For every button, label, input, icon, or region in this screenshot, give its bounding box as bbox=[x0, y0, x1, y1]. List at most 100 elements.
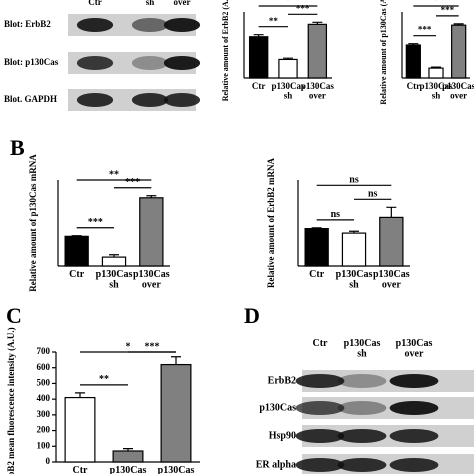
bar bbox=[101, 256, 127, 267]
significance-label: * bbox=[126, 341, 131, 352]
blot-band bbox=[337, 400, 387, 416]
panel-label: B bbox=[10, 135, 25, 160]
significance-label: ** bbox=[269, 16, 279, 26]
y-tick-label: 400 bbox=[37, 393, 51, 403]
blot-band bbox=[163, 17, 201, 33]
significance-label: ns bbox=[349, 175, 359, 186]
error-bar bbox=[431, 66, 441, 69]
error-bar bbox=[312, 21, 323, 25]
blot-background bbox=[302, 370, 474, 392]
lane-label: Ctr bbox=[313, 338, 329, 349]
blot-band bbox=[76, 92, 114, 108]
bar bbox=[341, 232, 367, 267]
error-bar bbox=[386, 206, 397, 218]
bar bbox=[248, 36, 269, 79]
bar bbox=[160, 363, 192, 463]
blot-band bbox=[295, 373, 345, 389]
lane-label: sh bbox=[146, 0, 155, 7]
blot-band bbox=[389, 373, 439, 389]
row-label: Hsp90 bbox=[269, 430, 296, 441]
significance-label: ** bbox=[99, 374, 109, 385]
significance-label: ns bbox=[331, 209, 341, 220]
lane-label: p130Cas over bbox=[396, 338, 433, 360]
error-bar bbox=[453, 23, 464, 26]
bar bbox=[304, 228, 329, 267]
blot-band bbox=[337, 457, 387, 473]
row-label: Blot. GAPDH bbox=[4, 94, 57, 104]
blot-band bbox=[337, 428, 387, 444]
bar bbox=[112, 450, 144, 463]
y-axis-label: Relative amount of ErbB2 (A.U.) bbox=[221, 0, 230, 101]
panel-label: C bbox=[6, 303, 22, 328]
bar bbox=[428, 67, 444, 79]
error-bar bbox=[71, 235, 82, 237]
y-axis-label: Relative amount of p130Cas (A.U.) bbox=[379, 0, 388, 105]
bar bbox=[307, 23, 328, 79]
bar bbox=[139, 197, 164, 267]
panel-label: D bbox=[244, 303, 260, 328]
y-tick-label: 200 bbox=[37, 425, 51, 435]
error-bar bbox=[408, 43, 419, 45]
y-tick-label: 500 bbox=[37, 377, 51, 387]
y-tick-label: 700 bbox=[37, 346, 51, 356]
lane-label: over bbox=[174, 0, 191, 7]
bar bbox=[451, 24, 467, 79]
y-tick-label: 0 bbox=[46, 456, 51, 466]
lane-label: p130Cas sh bbox=[344, 338, 381, 360]
y-axis-label: ErbB2 mean fluorescence intensity (A.U.) bbox=[6, 327, 16, 474]
bar bbox=[64, 235, 89, 267]
significance-label: *** bbox=[441, 5, 455, 15]
x-tick-label: Ctr bbox=[252, 81, 266, 91]
blot-band bbox=[389, 400, 439, 416]
blot-band bbox=[389, 428, 439, 444]
blot-band bbox=[131, 92, 169, 108]
blot-band bbox=[295, 457, 345, 473]
error-bar bbox=[253, 34, 264, 37]
row-label: p130Cas bbox=[259, 402, 296, 413]
significance-label: *** bbox=[145, 341, 160, 352]
significance-label: *** bbox=[296, 3, 310, 13]
blot-band bbox=[389, 457, 439, 473]
significance-label: * bbox=[434, 0, 439, 5]
significance-label: *** bbox=[125, 177, 140, 188]
x-tick-label: Ctr bbox=[73, 465, 89, 474]
blot-band bbox=[76, 55, 114, 71]
error-bar bbox=[283, 57, 293, 60]
bar bbox=[379, 216, 404, 267]
blot-band bbox=[163, 55, 201, 71]
error-bar bbox=[75, 392, 85, 398]
blot-band bbox=[76, 17, 114, 33]
error-bar bbox=[311, 227, 322, 229]
y-tick-label: 100 bbox=[37, 440, 51, 450]
error-bar bbox=[109, 254, 119, 258]
error-bar bbox=[349, 230, 359, 234]
blot-band bbox=[295, 400, 345, 416]
y-tick-label: 600 bbox=[37, 362, 51, 372]
blot-band bbox=[337, 373, 387, 389]
x-tick-label: Ctr bbox=[407, 81, 421, 91]
blot-band bbox=[295, 428, 345, 444]
row-label: ErbB2 bbox=[268, 375, 296, 386]
row-label: ER alpha bbox=[256, 459, 296, 470]
y-tick-label: 300 bbox=[37, 409, 51, 419]
lane-label: Ctr bbox=[88, 0, 102, 7]
blot-background bbox=[302, 425, 474, 447]
significance-label: ** bbox=[109, 169, 119, 180]
y-axis-label: Relative amount of ErbB2 mRNA bbox=[266, 158, 276, 288]
significance-label: ns bbox=[368, 189, 378, 200]
blot-band bbox=[131, 17, 169, 33]
x-tick-label: Ctr bbox=[69, 269, 85, 280]
error-bar bbox=[146, 195, 157, 198]
error-bar bbox=[171, 356, 181, 365]
significance-label: *** bbox=[88, 217, 103, 228]
